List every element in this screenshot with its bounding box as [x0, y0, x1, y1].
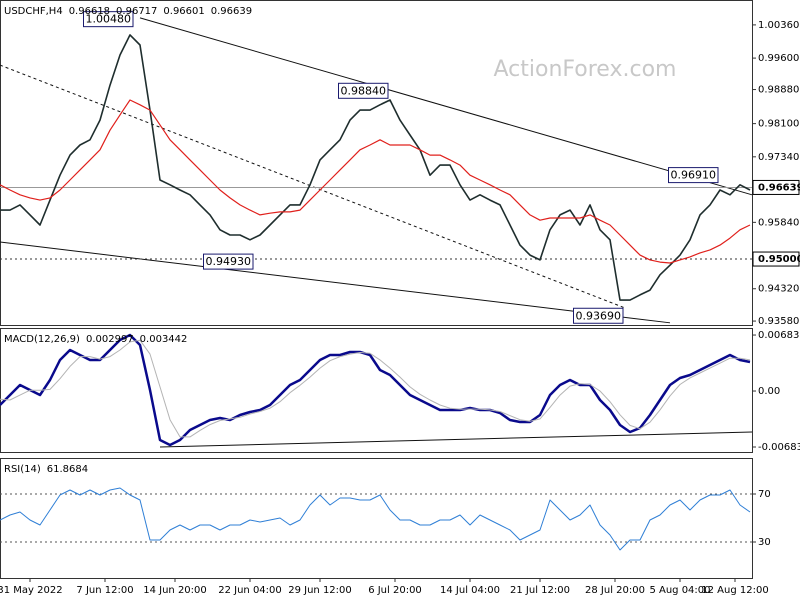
trend-line — [139, 17, 753, 196]
x-tick-label: 28 Jul 20:00 — [585, 585, 645, 596]
x-tick-label: 5 Aug 04:00 — [649, 585, 710, 596]
annotation-box — [203, 253, 254, 270]
price-panel — [0, 0, 753, 326]
annotation-label: 0.96910 — [671, 169, 717, 182]
annotation-box — [668, 167, 719, 184]
y-tick-label: 0.97340 — [758, 152, 799, 163]
panel-title: USDCHF,H4 — [4, 6, 63, 17]
trend-line — [0, 64, 626, 309]
header-value: 0.96601 — [163, 6, 204, 17]
y-tick-label: 30 — [758, 537, 771, 548]
level-box — [752, 251, 800, 267]
panel-header: USDCHF,H4 0.96618 0.96717 0.96601 0.96639 — [4, 6, 252, 17]
header-value: 0.96717 — [116, 6, 157, 17]
series-line — [0, 333, 751, 447]
annotation-box — [338, 82, 389, 99]
y-tick-label: 0.95840 — [758, 217, 799, 228]
rsi-panel — [0, 458, 753, 579]
x-tick-label: 31 May 2022 — [0, 585, 63, 596]
y-tick-label: 0.98880 — [758, 85, 799, 96]
y-tick-label: 1.00360 — [758, 20, 799, 31]
annotation-label: 1.00480 — [86, 13, 132, 26]
y-tick-label: 0.006832 — [758, 330, 800, 341]
panel-header: MACD(12,26,9) 0.002997 0.003442 — [4, 334, 187, 345]
header-value: 0.96639 — [211, 6, 252, 17]
annotation-box — [573, 307, 624, 324]
annotation-box — [83, 11, 134, 28]
header-value: 0.96618 — [69, 6, 110, 17]
trend-line — [159, 431, 753, 448]
annotation-label: 0.94930 — [206, 255, 252, 268]
series-line — [0, 34, 751, 301]
header-value: 61.8684 — [47, 464, 88, 475]
x-tick-label: 22 Jun 04:00 — [218, 585, 282, 596]
panel-title: MACD(12,26,9) — [4, 334, 80, 345]
level-label: 0.96639 — [758, 182, 800, 193]
annotation-label: 0.93690 — [576, 309, 622, 322]
macd-panel — [0, 328, 753, 453]
trend-line — [0, 241, 671, 324]
watermark: ActionForex.com — [494, 57, 677, 82]
x-tick-label: 12 Aug 12:00 — [701, 585, 768, 596]
level-label: 0.95000 — [758, 254, 800, 265]
x-tick-label: 29 Jun 12:00 — [288, 585, 352, 596]
series-line — [0, 487, 751, 551]
header-value: 0.003442 — [140, 334, 188, 345]
x-tick-label: 14 Jun 20:00 — [143, 585, 207, 596]
y-tick-label: 70 — [758, 489, 771, 500]
y-tick-label: 0.98100 — [758, 119, 799, 130]
panel-header: RSI(14) 61.8684 — [4, 464, 88, 475]
level-box — [752, 179, 800, 195]
y-tick-label: -0.00683 — [758, 442, 800, 453]
header-value: 0.002997 — [86, 334, 134, 345]
panel-title: RSI(14) — [4, 464, 41, 475]
y-tick-label: 0.94320 — [758, 284, 799, 295]
x-tick-label: 21 Jul 12:00 — [510, 585, 570, 596]
y-tick-label: 0.99600 — [758, 53, 799, 64]
y-tick-label: 0.00 — [758, 386, 780, 397]
series-line — [0, 99, 751, 264]
x-tick-label: 7 Jun 12:00 — [76, 585, 133, 596]
x-tick-label: 14 Jul 04:00 — [440, 585, 500, 596]
y-tick-label: 0.93580 — [758, 316, 799, 327]
x-tick-label: 6 Jul 20:00 — [368, 585, 422, 596]
series-line — [0, 339, 751, 438]
annotation-label: 0.98840 — [341, 84, 387, 97]
